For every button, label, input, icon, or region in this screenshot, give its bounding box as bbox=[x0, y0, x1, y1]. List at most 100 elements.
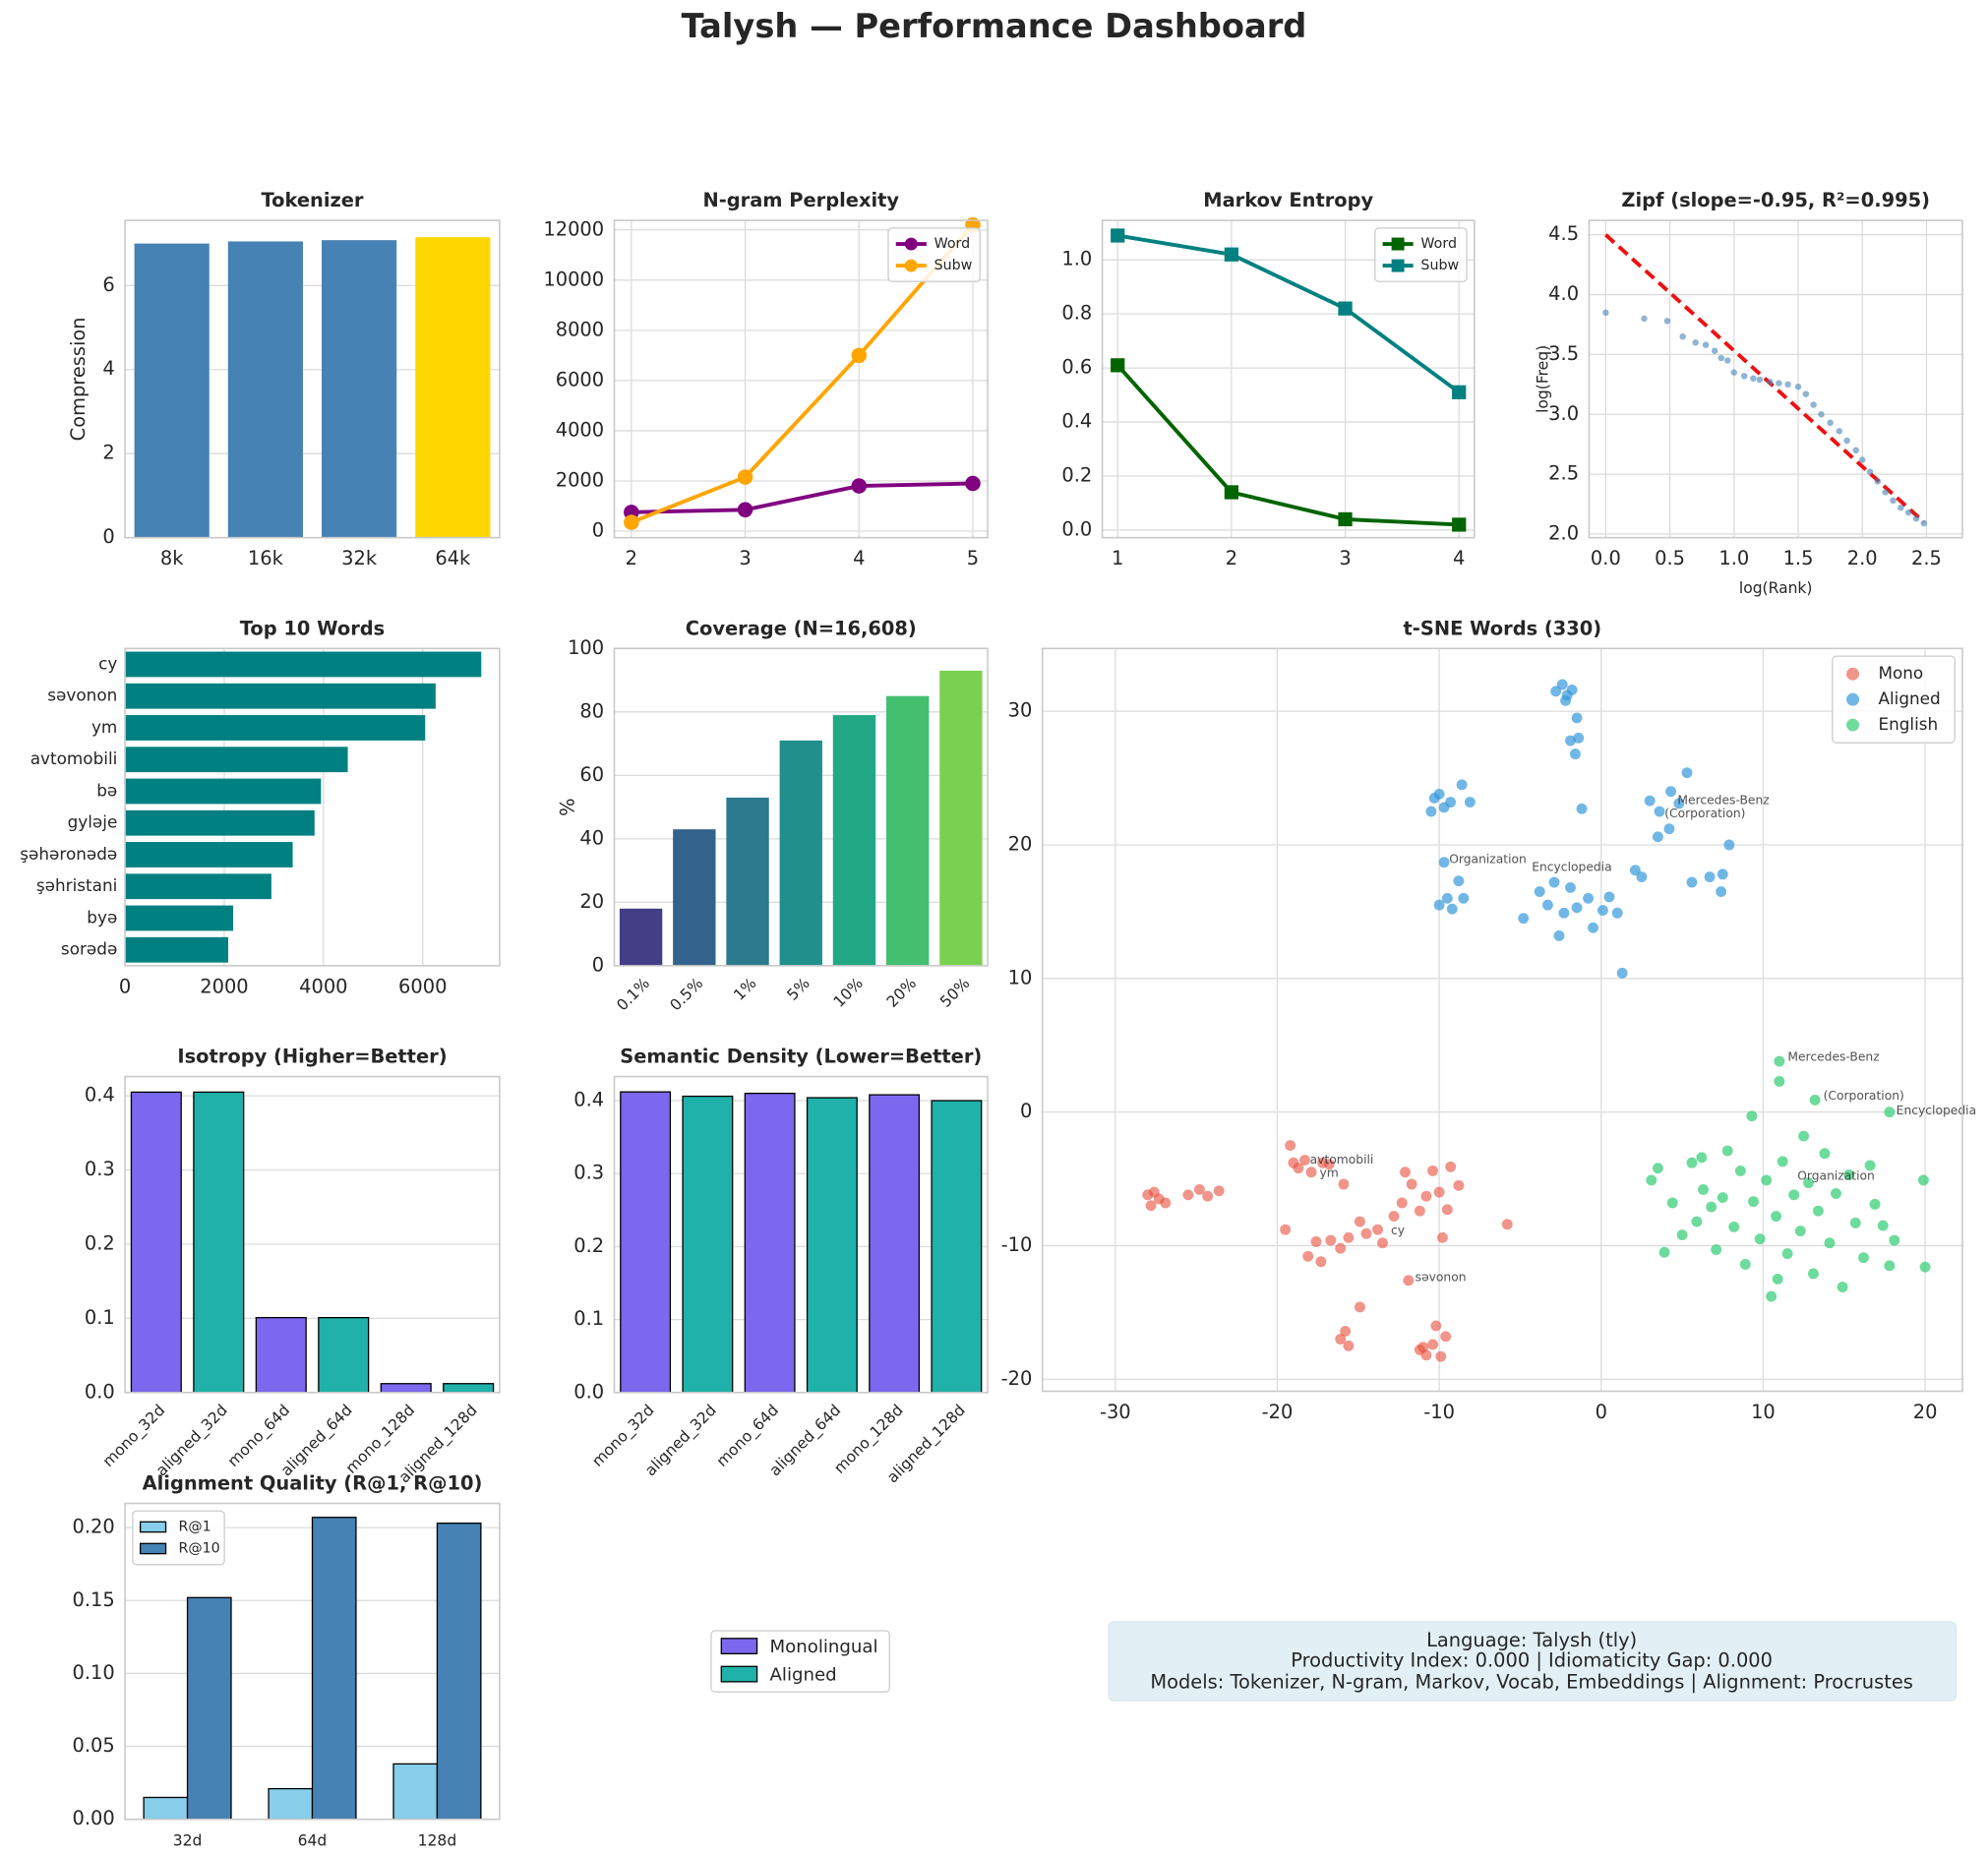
point bbox=[1569, 748, 1581, 760]
point bbox=[1864, 1160, 1876, 1171]
point bbox=[1730, 369, 1738, 376]
bar bbox=[619, 908, 663, 966]
point bbox=[1566, 684, 1578, 695]
point bbox=[1644, 795, 1656, 807]
y-tick-label: şəhəronədə bbox=[20, 844, 117, 864]
legend-label: Aligned bbox=[1878, 688, 1940, 708]
marker bbox=[1452, 385, 1467, 399]
point bbox=[1280, 1224, 1292, 1235]
marker bbox=[1111, 358, 1125, 373]
x-axis-label: log(Rank) bbox=[1739, 579, 1813, 597]
chart-title: Semantic Density (Lower=Better) bbox=[620, 1046, 982, 1068]
point bbox=[1771, 1211, 1782, 1223]
point bbox=[1748, 1196, 1759, 1208]
point bbox=[1583, 892, 1595, 904]
point bbox=[1802, 390, 1810, 397]
plot-area bbox=[125, 1076, 500, 1393]
shared-legend: Monolingual Aligned bbox=[710, 1630, 890, 1693]
chart-title: Top 10 Words bbox=[240, 617, 385, 639]
y-tick-label: 0 bbox=[592, 953, 604, 976]
bar bbox=[869, 1094, 921, 1394]
point bbox=[1665, 786, 1677, 798]
point bbox=[1541, 899, 1553, 911]
point bbox=[1702, 341, 1710, 348]
point bbox=[1425, 806, 1437, 817]
y-tick-label: bə bbox=[96, 780, 117, 800]
point bbox=[1884, 1260, 1896, 1272]
x-tick-label: -30 bbox=[1100, 1401, 1131, 1423]
point bbox=[1767, 379, 1774, 386]
marker bbox=[851, 478, 868, 494]
point bbox=[1858, 1252, 1869, 1264]
bar bbox=[673, 829, 716, 966]
bar bbox=[939, 670, 983, 966]
point bbox=[1193, 1183, 1205, 1195]
bar bbox=[125, 778, 322, 805]
legend-swatch bbox=[1391, 259, 1405, 272]
plot-frame bbox=[124, 1502, 501, 1821]
bar bbox=[125, 683, 436, 709]
y-tick-label: 100 bbox=[568, 636, 604, 659]
point bbox=[1843, 1169, 1855, 1180]
bar bbox=[931, 1100, 983, 1394]
x-tick-label: 1.5 bbox=[1783, 547, 1814, 569]
marker bbox=[1224, 485, 1239, 500]
point bbox=[1716, 886, 1727, 897]
bar bbox=[125, 905, 234, 931]
y-tick-label: 4.0 bbox=[1548, 282, 1579, 305]
x-tick-label: 6000 bbox=[398, 975, 447, 997]
y-tick-label: 60 bbox=[579, 763, 604, 786]
bar bbox=[130, 1091, 182, 1394]
point bbox=[1335, 1334, 1347, 1345]
point bbox=[1734, 1165, 1746, 1176]
point bbox=[1550, 686, 1562, 697]
point bbox=[1706, 1201, 1717, 1213]
x-tick-label: 4 bbox=[1453, 547, 1465, 569]
legend-label: English bbox=[1878, 714, 1938, 734]
y-tick-label: 0.0 bbox=[85, 1380, 115, 1403]
legend-label: Subw bbox=[934, 258, 973, 273]
point bbox=[1430, 1320, 1442, 1332]
x-tick-label: -20 bbox=[1262, 1401, 1294, 1423]
bar bbox=[125, 747, 348, 773]
x-tick-label: 0 bbox=[119, 975, 131, 997]
point bbox=[1912, 514, 1920, 522]
point bbox=[1666, 1197, 1678, 1209]
point bbox=[1904, 509, 1912, 516]
point bbox=[1673, 798, 1685, 809]
point bbox=[1652, 831, 1663, 843]
annotation: Encyclopedia bbox=[1897, 1104, 1976, 1117]
point bbox=[1571, 902, 1583, 914]
point bbox=[1576, 803, 1588, 814]
marker bbox=[965, 475, 981, 492]
point bbox=[1305, 1167, 1317, 1178]
y-tick-label: 0.1 bbox=[573, 1307, 604, 1330]
x-tick-label: 10 bbox=[1751, 1401, 1776, 1423]
point bbox=[1335, 1242, 1347, 1254]
point bbox=[1182, 1189, 1194, 1201]
y-tick-label: 8000 bbox=[556, 318, 604, 340]
point bbox=[1360, 1227, 1372, 1239]
plot-frame bbox=[124, 219, 501, 539]
y-tick-label: 0.3 bbox=[573, 1162, 604, 1184]
point bbox=[1396, 1197, 1408, 1209]
y-tick-label: -10 bbox=[1001, 1233, 1033, 1256]
x-tick-label: 1 bbox=[1112, 547, 1123, 569]
point bbox=[1343, 1231, 1355, 1243]
line bbox=[1116, 233, 1461, 394]
point bbox=[1920, 519, 1928, 527]
point bbox=[1377, 1237, 1388, 1249]
x-tick-label: 0 bbox=[1596, 1401, 1607, 1423]
legend-swatch bbox=[720, 1638, 758, 1654]
y-tick-label: 4 bbox=[102, 357, 114, 380]
point bbox=[1696, 1152, 1708, 1164]
line bbox=[631, 481, 974, 514]
point bbox=[1824, 1237, 1836, 1249]
y-tick-label: 0.0 bbox=[573, 1380, 604, 1403]
point bbox=[1784, 381, 1791, 389]
info-line: Language: Talysh (tly) bbox=[1426, 1629, 1637, 1651]
y-tick-label: 80 bbox=[579, 699, 604, 722]
y-tick-label: 0.4 bbox=[573, 1089, 604, 1111]
point bbox=[1831, 1188, 1841, 1199]
legend-swatch bbox=[1391, 237, 1405, 251]
